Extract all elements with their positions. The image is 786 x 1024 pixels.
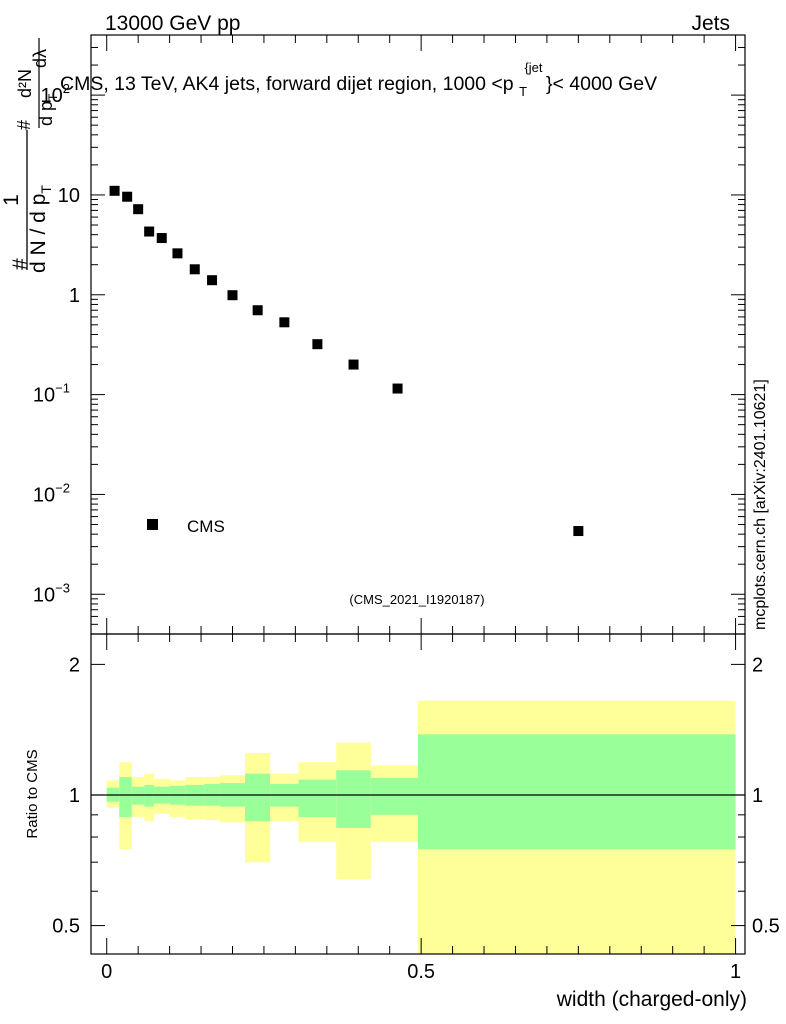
main-ytick-label-exp: 2: [63, 81, 70, 96]
data-point-cms-14: [573, 526, 584, 537]
ratio-xtick-label-0: 0: [101, 961, 112, 983]
analysis-id: (CMS_2021_I1920187): [349, 592, 484, 607]
main-ytick-label-base: 10: [41, 85, 63, 107]
ratio-band-inner-12: [336, 770, 371, 828]
ratio-band-inner-11: [298, 779, 337, 817]
main-ytick-label-3: 1: [69, 285, 80, 307]
data-point-cms-3: [144, 226, 155, 237]
main-ylabel-hash-inner: #: [14, 120, 34, 130]
ratio-band-inner-1: [119, 777, 132, 817]
ratio-ytick-label-left-0: 0.5: [52, 916, 80, 938]
data-point-cms-8: [227, 290, 238, 301]
main-ylabel-den-sub: T: [38, 185, 54, 194]
data-point-cms-5: [172, 248, 183, 259]
ratio-ytick-label-left-2: 2: [69, 654, 80, 676]
main-title-post: }< 4000 GeV: [546, 73, 657, 95]
main-ytick-label-1: 10−2: [33, 480, 70, 506]
ratio-band-inner-13: [370, 777, 418, 815]
ratio-ytick-label-right-1: 1: [752, 785, 763, 807]
data-point-cms-4: [156, 233, 167, 244]
ratio-xtick-label-1: 0.5: [407, 961, 435, 983]
main-ylabel-den-text: d N / d p: [27, 194, 50, 273]
ratio-band-inner-3: [144, 784, 154, 807]
data-point-cms-11: [312, 339, 323, 350]
data-point-cms-13: [392, 383, 403, 394]
main-title: CMS, 13 TeV, AK4 jets, forward dijet reg…: [60, 55, 657, 101]
data-point-cms-0: [109, 185, 120, 196]
main-ytick-label-exp: −1: [55, 381, 70, 396]
main-title-sub: T: [519, 84, 527, 99]
data-point-cms-2: [133, 204, 144, 215]
ratio-ytick-label-left-1: 1: [69, 785, 80, 807]
main-ylabel-hash-outer: #: [9, 258, 32, 270]
header-right: Jets: [691, 12, 730, 35]
main-ytick-label-exp: −2: [55, 480, 70, 495]
main-ylabel-dpt-sub: T: [46, 93, 60, 101]
data-point-cms-10: [279, 317, 290, 328]
legend-marker-cms: [147, 519, 158, 530]
data-point-cms-6: [189, 264, 200, 275]
main-ylabel-den: d N / d pT: [27, 185, 54, 273]
main-ylabel-dpt-text: d p: [36, 101, 56, 126]
data-point-cms-9: [252, 305, 263, 316]
side-label: mcplots.cern.ch [arXiv:2401.10621]: [752, 379, 769, 630]
main-ylabel-d2n: d²N: [15, 69, 35, 98]
ratio-bands: [106, 700, 736, 954]
ratio-ylabel: Ratio to CMS: [24, 749, 41, 838]
ratio-band-inner-9: [245, 773, 271, 822]
main-ytick-label-4: 10: [58, 185, 80, 207]
ratio-xlabel: width (charged-only): [556, 988, 747, 1011]
main-ytick-label-2: 10−1: [33, 381, 70, 407]
ratio-xtick-label-2: 1: [730, 961, 741, 983]
main-ytick-label-base: 10: [33, 584, 55, 606]
data-point-cms-1: [122, 191, 133, 202]
main-ytick-label-0: 10−3: [33, 580, 70, 606]
ratio-panel-frame: [90, 633, 746, 955]
main-title-sup: {jet: [524, 60, 542, 75]
main-ylabel-dlambda: dλ: [30, 49, 50, 68]
legend-label-cms: CMS: [187, 517, 225, 536]
data-points: [109, 185, 584, 537]
main-ylabel-dpt: d pT: [36, 93, 60, 126]
ratio-ytick-label-right-0: 0.5: [752, 916, 780, 938]
main-ytick-label-base: 10: [33, 484, 55, 506]
ratio-band-inner-2: [131, 786, 145, 805]
data-point-cms-12: [348, 359, 359, 370]
data-point-cms-7: [207, 275, 218, 286]
main-ytick-label-base: 10: [33, 385, 55, 407]
ratio-band-inner-14: [418, 734, 736, 850]
main-panel-frame: [90, 34, 746, 635]
main-title-pre: CMS, 13 TeV, AK4 jets, forward dijet reg…: [60, 73, 514, 95]
main-ylabel: 1 d N / d pT # # d²N d pT dλ: [0, 38, 60, 273]
ratio-ytick-label-right-2: 2: [752, 654, 763, 676]
main-ytick-label-exp: −3: [55, 580, 70, 595]
main-ylabel-num: 1: [0, 194, 23, 206]
main-ytick-label-5: 102: [41, 81, 70, 107]
header-left: 13000 GeV pp: [105, 12, 240, 35]
